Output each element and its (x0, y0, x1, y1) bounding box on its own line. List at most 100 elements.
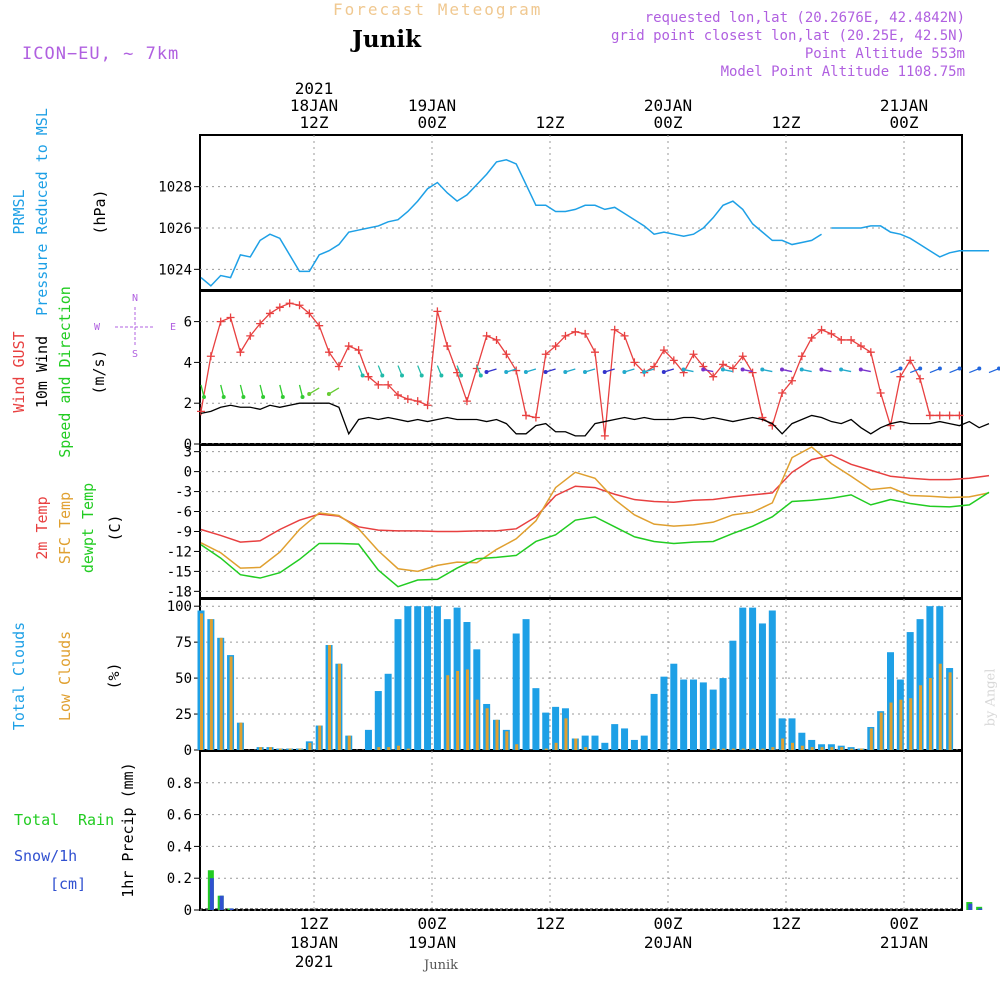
wind-speed-direction-label: Speed and Direction (56, 286, 74, 458)
wind-direction-arrowhead (459, 373, 464, 378)
gust-point-marker (265, 309, 274, 318)
wind-direction-arrowhead (380, 373, 385, 378)
low-clouds-bar (308, 742, 312, 750)
wind-direction-arrowhead (326, 391, 331, 396)
total-clouds-bar (650, 693, 658, 750)
low-clouds-bar (446, 675, 450, 750)
total-clouds-bar (719, 678, 727, 750)
total-clouds-bar (778, 718, 786, 750)
temperature-ytick-label: -6 (175, 505, 192, 521)
wind-direction-arrow (279, 384, 284, 398)
clouds-ytick-label: 50 (175, 671, 192, 687)
bottom-time-tick-label: 12Z (300, 914, 329, 933)
gust-point-marker (876, 389, 885, 397)
model-label: ICON−EU, ~ 7km (22, 44, 180, 64)
gust-point-marker (354, 346, 363, 355)
gust-point-marker (817, 325, 826, 334)
gust-point-marker (216, 317, 225, 326)
temp-unit-label: (C) (106, 514, 124, 541)
gust-point-marker (256, 319, 265, 328)
wind-direction-arrowhead (300, 394, 305, 399)
low-clouds-bar (820, 747, 824, 750)
total-clouds-bar (621, 728, 629, 750)
gust-point-marker (935, 411, 944, 420)
gust-point-marker (246, 331, 255, 340)
total-clouds-bar (552, 706, 560, 750)
gust-point-marker (916, 374, 925, 383)
gust-point-marker (482, 331, 491, 340)
gust-point-marker (620, 331, 629, 340)
low-clouds-bar (919, 685, 923, 750)
footer-location: Junik (424, 958, 458, 973)
wind-direction-arrowhead (977, 366, 982, 371)
low-clouds-label: Low Clouds (56, 631, 74, 721)
watermark: by Angel (983, 668, 999, 727)
total-clouds-bar (473, 649, 481, 750)
gust-point-marker (502, 350, 511, 359)
total-clouds-bar (394, 619, 402, 750)
wind-direction-arrowhead (701, 367, 706, 372)
gust-point-marker (226, 313, 235, 322)
wind-direction-arrowhead (780, 367, 784, 372)
wind-direction-arrowhead (241, 394, 246, 399)
gust-point-marker (384, 380, 393, 389)
top-time-tick-label: 2021 (295, 79, 334, 98)
wind-direction-arrowhead (439, 373, 444, 378)
gust-point-marker (797, 352, 806, 361)
low-clouds-bar (268, 747, 272, 750)
gust-point-marker (413, 397, 422, 406)
pressure-ytick-label: 1024 (158, 262, 192, 278)
low-clouds-bar (554, 742, 558, 750)
gust-point-marker (531, 413, 540, 422)
wind-direction-arrowhead (858, 367, 863, 372)
wind-direction-arrowhead (202, 394, 206, 399)
total-clouds-bar (906, 632, 914, 750)
gust-point-marker (955, 411, 964, 420)
wind-direction-arrowhead (661, 370, 666, 375)
low-clouds-bar (574, 738, 578, 750)
wind-direction-arrowhead (307, 391, 312, 396)
top-time-tick-label: 19JAN (408, 96, 456, 115)
top-time-tick-label: 12Z (772, 113, 801, 132)
top-time-tick-label: 18JAN (290, 96, 338, 115)
wind-direction-arrow (239, 384, 245, 398)
gust-point-marker (896, 372, 905, 381)
snow-bar (209, 878, 214, 910)
chart-title: Forecast Meteogram (333, 0, 543, 19)
temp-sfc-line (200, 446, 990, 573)
temperature-panel-frame (199, 444, 963, 599)
temperature-ytick-label: -9 (175, 524, 192, 540)
bottom-time-tick-label: 2021 (295, 952, 334, 971)
low-clouds-bar (544, 748, 548, 750)
grid-point-coordinates: grid point closest lon,lat (20.25E, 42.5… (610, 28, 965, 44)
low-clouds-bar (928, 678, 932, 750)
temperature-ytick-label: -15 (167, 564, 192, 580)
bottom-time-tick-label: 00Z (418, 914, 447, 933)
total-clouds-bar (384, 673, 392, 750)
wind-direction-arrowhead (997, 366, 1000, 371)
bottom-time-tick-label: 18JAN (290, 933, 338, 952)
gust-point-marker (906, 356, 915, 365)
wind-direction-arrowhead (261, 394, 266, 399)
wind-ytick-label: 4 (184, 355, 192, 371)
clouds-ytick-label: 0 (184, 743, 192, 759)
bottom-time-tick-label: 21JAN (880, 933, 928, 952)
low-clouds-bar (495, 719, 499, 750)
low-clouds-bar (771, 747, 775, 750)
bottom-time-tick-label: 12Z (536, 914, 565, 933)
top-time-tick-label: 00Z (418, 113, 447, 132)
gust-point-marker (561, 331, 570, 340)
total-clouds-bar (916, 619, 924, 750)
low-clouds-bar (200, 613, 203, 750)
temperature-ytick-label: 3 (184, 445, 192, 461)
wind-direction-arrowhead (642, 370, 647, 375)
total-clouds-bar (680, 679, 688, 750)
low-clouds-bar (741, 748, 745, 750)
top-time-tick-label: 21JAN (880, 96, 928, 115)
total-clouds-bar (601, 742, 609, 750)
gust-series-line (200, 302, 960, 436)
total-clouds-bar (808, 739, 816, 750)
precipitation-ytick-label: 0.6 (167, 808, 192, 824)
total-clouds-bar (788, 718, 796, 750)
